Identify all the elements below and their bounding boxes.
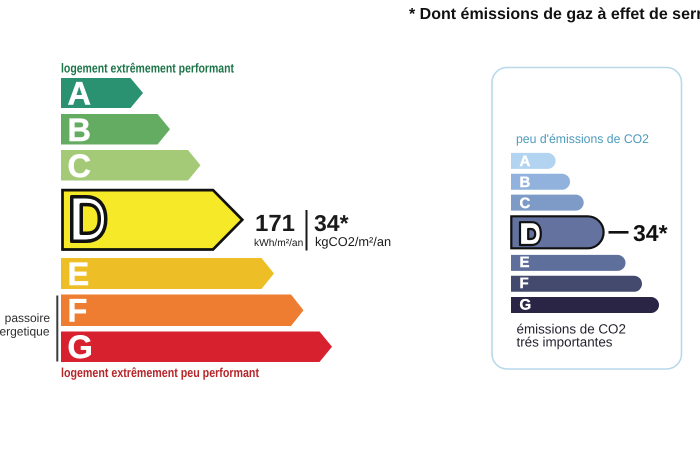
svg-text:171: 171: [255, 210, 295, 236]
svg-text:émissions de CO2: émissions de CO2: [517, 322, 626, 337]
svg-text:A: A: [520, 153, 531, 170]
svg-text:C: C: [520, 195, 531, 212]
svg-text:34*: 34*: [633, 220, 668, 246]
svg-text:A: A: [68, 76, 91, 112]
svg-text:kWh/m²/an: kWh/m²/an: [254, 238, 303, 249]
svg-text:F: F: [520, 275, 529, 292]
svg-text:energetique: energetique: [0, 325, 50, 339]
svg-text:B: B: [520, 174, 531, 191]
svg-text:passoire: passoire: [5, 311, 51, 325]
svg-text:G: G: [520, 296, 532, 313]
svg-text:G: G: [68, 329, 93, 365]
svg-text:E: E: [68, 256, 90, 292]
svg-text:F: F: [68, 293, 88, 329]
svg-text:34*: 34*: [314, 210, 349, 236]
svg-text:kgCO2/m²/an: kgCO2/m²/an: [315, 234, 391, 249]
svg-text:logement extrêmement performan: logement extrêmement performant: [61, 61, 235, 76]
svg-text:logement extrêmement peu perfo: logement extrêmement peu performant: [61, 365, 260, 380]
svg-text:E: E: [520, 254, 530, 271]
svg-text:* Dont émissions de gaz à effe: * Dont émissions de gaz à effet de serre: [409, 6, 700, 23]
svg-text:peu d'émissions de CO2: peu d'émissions de CO2: [516, 132, 649, 146]
svg-text:B: B: [68, 112, 91, 148]
svg-text:trés importantes: trés importantes: [517, 335, 613, 350]
svg-text:C: C: [68, 148, 91, 184]
